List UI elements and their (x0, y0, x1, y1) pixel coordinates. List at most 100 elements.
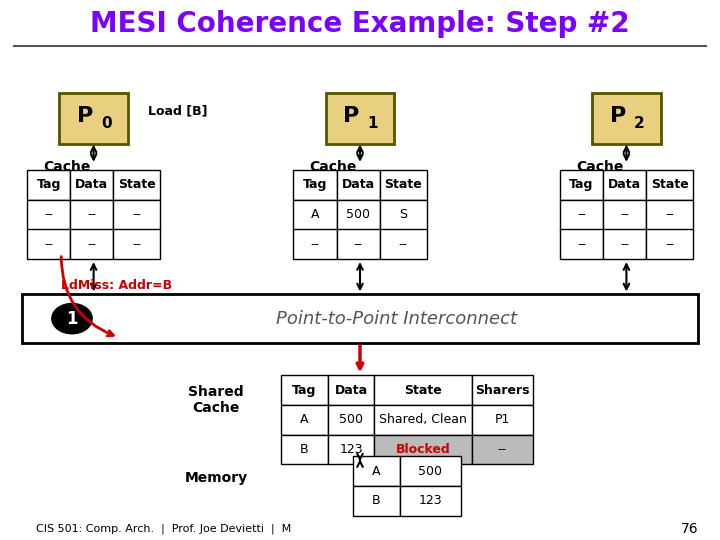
Text: Tag: Tag (570, 178, 593, 192)
Text: MESI Coherence Example: Step #2: MESI Coherence Example: Step #2 (90, 10, 630, 38)
Bar (281, 375, 328, 405)
Bar (374, 405, 472, 435)
Text: State: State (384, 178, 422, 192)
Text: Shared
Cache: Shared Cache (188, 384, 244, 415)
Text: --: -- (44, 208, 53, 221)
FancyBboxPatch shape (325, 93, 395, 144)
Bar (27, 230, 71, 259)
Bar (380, 200, 426, 230)
Bar (472, 435, 533, 464)
Bar (603, 230, 647, 259)
Text: A: A (311, 208, 319, 221)
Text: --: -- (620, 208, 629, 221)
FancyBboxPatch shape (593, 93, 661, 144)
Text: State: State (118, 178, 156, 192)
Text: Shared, Clean: Shared, Clean (379, 413, 467, 427)
Bar (294, 170, 336, 200)
Text: Data: Data (341, 178, 375, 192)
Text: 123: 123 (339, 443, 363, 456)
Bar (336, 230, 380, 259)
Bar (560, 170, 603, 200)
Bar (560, 200, 603, 230)
Text: 0: 0 (102, 116, 112, 131)
Bar (114, 230, 161, 259)
Bar (27, 170, 71, 200)
Bar (647, 170, 693, 200)
Text: 76: 76 (681, 522, 698, 536)
Text: 500: 500 (339, 413, 363, 427)
Bar (374, 375, 472, 405)
Text: --: -- (620, 238, 629, 251)
Text: --: -- (132, 238, 141, 251)
Text: Data: Data (608, 178, 642, 192)
Text: 1: 1 (66, 309, 78, 328)
Bar (71, 230, 114, 259)
Bar (380, 230, 426, 259)
Bar (472, 405, 533, 435)
Text: Tag: Tag (303, 178, 327, 192)
Bar (114, 200, 161, 230)
Bar (294, 200, 336, 230)
Bar (647, 200, 693, 230)
Text: 500: 500 (418, 464, 442, 478)
FancyBboxPatch shape (59, 93, 128, 144)
Text: --: -- (132, 208, 141, 221)
Bar (294, 230, 336, 259)
Text: LdMiss: Addr=B: LdMiss: Addr=B (61, 279, 172, 292)
Text: --: -- (498, 443, 507, 456)
Text: --: -- (44, 238, 53, 251)
Text: --: -- (87, 208, 96, 221)
Text: Cache: Cache (576, 160, 624, 174)
Bar (374, 435, 472, 464)
Bar (22, 294, 698, 343)
Text: B: B (300, 443, 308, 456)
Text: Blocked: Blocked (395, 443, 451, 456)
Bar (560, 230, 603, 259)
Text: --: -- (665, 238, 674, 251)
Bar (400, 486, 461, 516)
Text: B: B (372, 494, 380, 508)
Text: P1: P1 (495, 413, 510, 427)
Bar (353, 486, 400, 516)
Text: --: -- (577, 208, 586, 221)
Bar (603, 200, 647, 230)
Text: --: -- (399, 238, 408, 251)
Bar (603, 170, 647, 200)
Bar (71, 200, 114, 230)
Bar (647, 230, 693, 259)
Text: Data: Data (334, 383, 368, 397)
Bar (380, 170, 426, 200)
Bar (114, 170, 161, 200)
Bar (328, 405, 374, 435)
Text: Load [B]: Load [B] (148, 104, 207, 117)
Text: Data: Data (75, 178, 109, 192)
Text: Cache: Cache (310, 160, 357, 174)
Text: P: P (343, 106, 359, 126)
Text: Sharers: Sharers (475, 383, 529, 397)
Bar (281, 405, 328, 435)
Text: P: P (77, 106, 93, 126)
Text: 123: 123 (418, 494, 442, 508)
Bar (27, 200, 71, 230)
Bar (328, 435, 374, 464)
Circle shape (52, 303, 92, 334)
Bar (400, 456, 461, 486)
Text: Tag: Tag (37, 178, 60, 192)
Bar (336, 200, 380, 230)
Text: --: -- (87, 238, 96, 251)
Text: Cache: Cache (43, 160, 91, 174)
Bar (353, 456, 400, 486)
Text: S: S (399, 208, 408, 221)
Text: CIS 501: Comp. Arch.  |  Prof. Joe Devietti  |  M: CIS 501: Comp. Arch. | Prof. Joe Deviett… (36, 524, 292, 535)
Text: State: State (404, 383, 442, 397)
Text: --: -- (577, 238, 586, 251)
Bar (281, 435, 328, 464)
Text: Tag: Tag (292, 383, 316, 397)
Text: Memory: Memory (184, 471, 248, 485)
Text: A: A (300, 413, 308, 427)
Text: --: -- (665, 208, 674, 221)
Text: 1: 1 (368, 116, 378, 131)
Text: A: A (372, 464, 380, 478)
Bar (472, 375, 533, 405)
Bar (336, 170, 380, 200)
